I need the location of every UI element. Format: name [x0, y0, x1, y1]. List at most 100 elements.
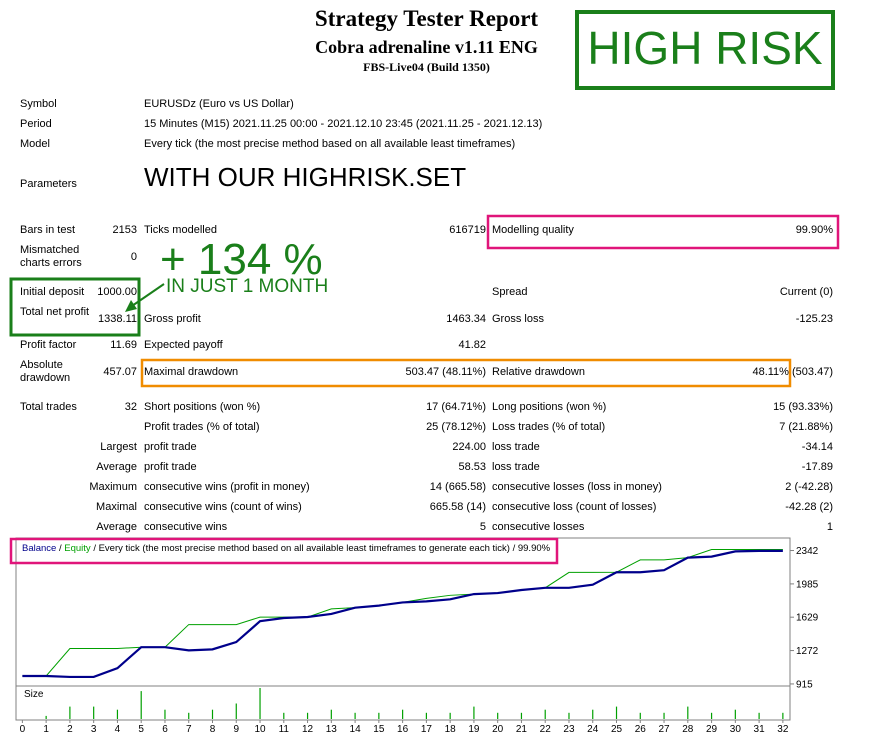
x-tick-label: 6: [162, 724, 168, 735]
stat-value: 17 (64.71%): [426, 401, 486, 413]
stat-value: 99.90%: [795, 224, 833, 236]
legend-separator: /: [58, 543, 62, 554]
y-tick-label: 1985: [796, 579, 819, 590]
stat-value: 1000.00: [97, 286, 137, 298]
stat-label: Short positions (won %): [144, 401, 261, 413]
x-tick-label: 29: [706, 724, 718, 735]
x-tick-label: 17: [421, 724, 433, 735]
arrow-line: [128, 283, 165, 309]
x-tick-label: 25: [611, 724, 623, 735]
x-tick-label: 8: [210, 724, 216, 735]
x-tick-label: 11: [279, 724, 290, 735]
stat-label: consecutive wins: [144, 521, 228, 533]
stat-value: 48.11% (503.47): [752, 366, 833, 378]
stat-label: Ticks modelled: [144, 224, 217, 236]
stat-label: Loss trades (% of total): [492, 421, 606, 433]
stat-label: Absolute drawdown: [20, 359, 71, 384]
stat-value: -125.23: [795, 313, 833, 325]
x-tick-label: 15: [373, 724, 385, 735]
legend-separator: /: [512, 543, 516, 554]
info-value: WITH OUR HIGHRISK.SET: [144, 162, 467, 192]
stat-label: Spread: [492, 286, 528, 298]
stat-label: Maximal drawdown: [144, 366, 239, 378]
gain-annotation: + 134 %: [160, 235, 323, 284]
x-tick-label: 1: [43, 724, 49, 735]
report-title: Strategy Tester Report: [314, 6, 539, 31]
x-tick-label: 7: [186, 724, 192, 735]
x-tick-label: 28: [682, 724, 694, 735]
legend-description: Every tick (the most precise method base…: [98, 543, 510, 554]
legend-separator: /: [93, 543, 96, 554]
stat-label: Total trades: [20, 401, 77, 413]
stat-label: Long positions (won %): [492, 401, 607, 413]
stat-label: Mismatched charts errors: [20, 244, 82, 269]
stat-label: Initial deposit: [20, 286, 85, 298]
chart-legend: Balance / Equity / Every tick (the most …: [22, 542, 550, 555]
arrow-head: [125, 300, 137, 312]
x-tick-label: 32: [777, 724, 789, 735]
info-value: EURUSDz (Euro vs US Dollar): [144, 98, 294, 110]
stat-label: Gross profit: [144, 313, 201, 325]
info-value: 15 Minutes (M15) 2021.11.25 00:00 - 2021…: [144, 118, 543, 130]
legend-quality: 99.90%: [517, 543, 551, 554]
stat-value: Current (0): [779, 286, 833, 298]
y-tick-label: 1629: [796, 613, 819, 624]
x-tick-label: 14: [350, 724, 362, 735]
period-annotation: IN JUST 1 MONTH: [166, 276, 329, 297]
stat-value: 14 (665.58): [429, 481, 486, 493]
y-tick-label: 1272: [796, 646, 819, 657]
stat-value: 7 (21.88%): [779, 421, 833, 433]
stat-label: Gross loss: [492, 313, 544, 325]
stat-value: 58.53: [458, 461, 486, 473]
badge-frame: [575, 10, 835, 90]
x-tick-label: 22: [540, 724, 552, 735]
stat-value: -17.89: [801, 461, 833, 473]
x-tick-label: 20: [492, 724, 504, 735]
stat-value: 2153: [112, 224, 137, 236]
stat-value: 457.07: [103, 366, 137, 378]
stat-label: Largest: [100, 441, 137, 453]
stat-label: Profit factor: [20, 339, 77, 351]
stat-label: consecutive losses: [492, 521, 585, 533]
x-tick-label: 24: [587, 724, 599, 735]
stat-label: consecutive wins (profit in money): [144, 481, 310, 493]
x-tick-label: 31: [754, 724, 766, 735]
x-tick-label: 26: [635, 724, 647, 735]
info-label: Symbol: [20, 98, 57, 110]
stat-value: -42.28 (2): [785, 501, 833, 513]
legend-equity: Equity: [64, 543, 91, 554]
stat-value: 32: [124, 401, 137, 413]
stat-label: loss trade: [492, 461, 540, 473]
stat-label: consecutive wins (count of wins): [144, 501, 302, 513]
x-tick-label: 21: [516, 724, 528, 735]
server-name: FBS-Live04 (Build 1350): [363, 60, 490, 74]
y-tick-label: 915: [796, 679, 813, 690]
legend-balance: Balance: [22, 543, 57, 554]
x-tick-label: 5: [138, 724, 144, 735]
stat-value: 616719: [449, 224, 486, 236]
x-tick-label: 0: [20, 724, 26, 735]
stat-value: 0: [130, 251, 137, 263]
stat-label: Maximal: [96, 501, 137, 513]
info-label: Parameters: [20, 178, 77, 190]
profit-frame: [9, 277, 141, 337]
stat-label: Total net profit: [20, 306, 90, 318]
x-tick-label: 19: [468, 724, 480, 735]
stat-value: 503.47 (48.11%): [405, 366, 486, 378]
x-tick-label: 13: [326, 724, 338, 735]
stat-value: 41.82: [458, 339, 486, 351]
stat-label: Average: [96, 521, 137, 533]
legend-frame: [9, 537, 559, 565]
x-tick-label: 10: [254, 724, 266, 735]
stat-label: Modelling quality: [492, 224, 574, 236]
stat-label: profit trade: [144, 441, 197, 453]
x-tick-label: 16: [397, 724, 409, 735]
x-tick-label: 4: [115, 724, 121, 735]
stat-label: consecutive losses (loss in money): [492, 481, 662, 493]
info-value: Every tick (the most precise method base…: [144, 138, 516, 150]
stat-value: 1338.11: [98, 313, 137, 325]
x-tick-label: 23: [563, 724, 575, 735]
x-tick-label: 3: [91, 724, 97, 735]
